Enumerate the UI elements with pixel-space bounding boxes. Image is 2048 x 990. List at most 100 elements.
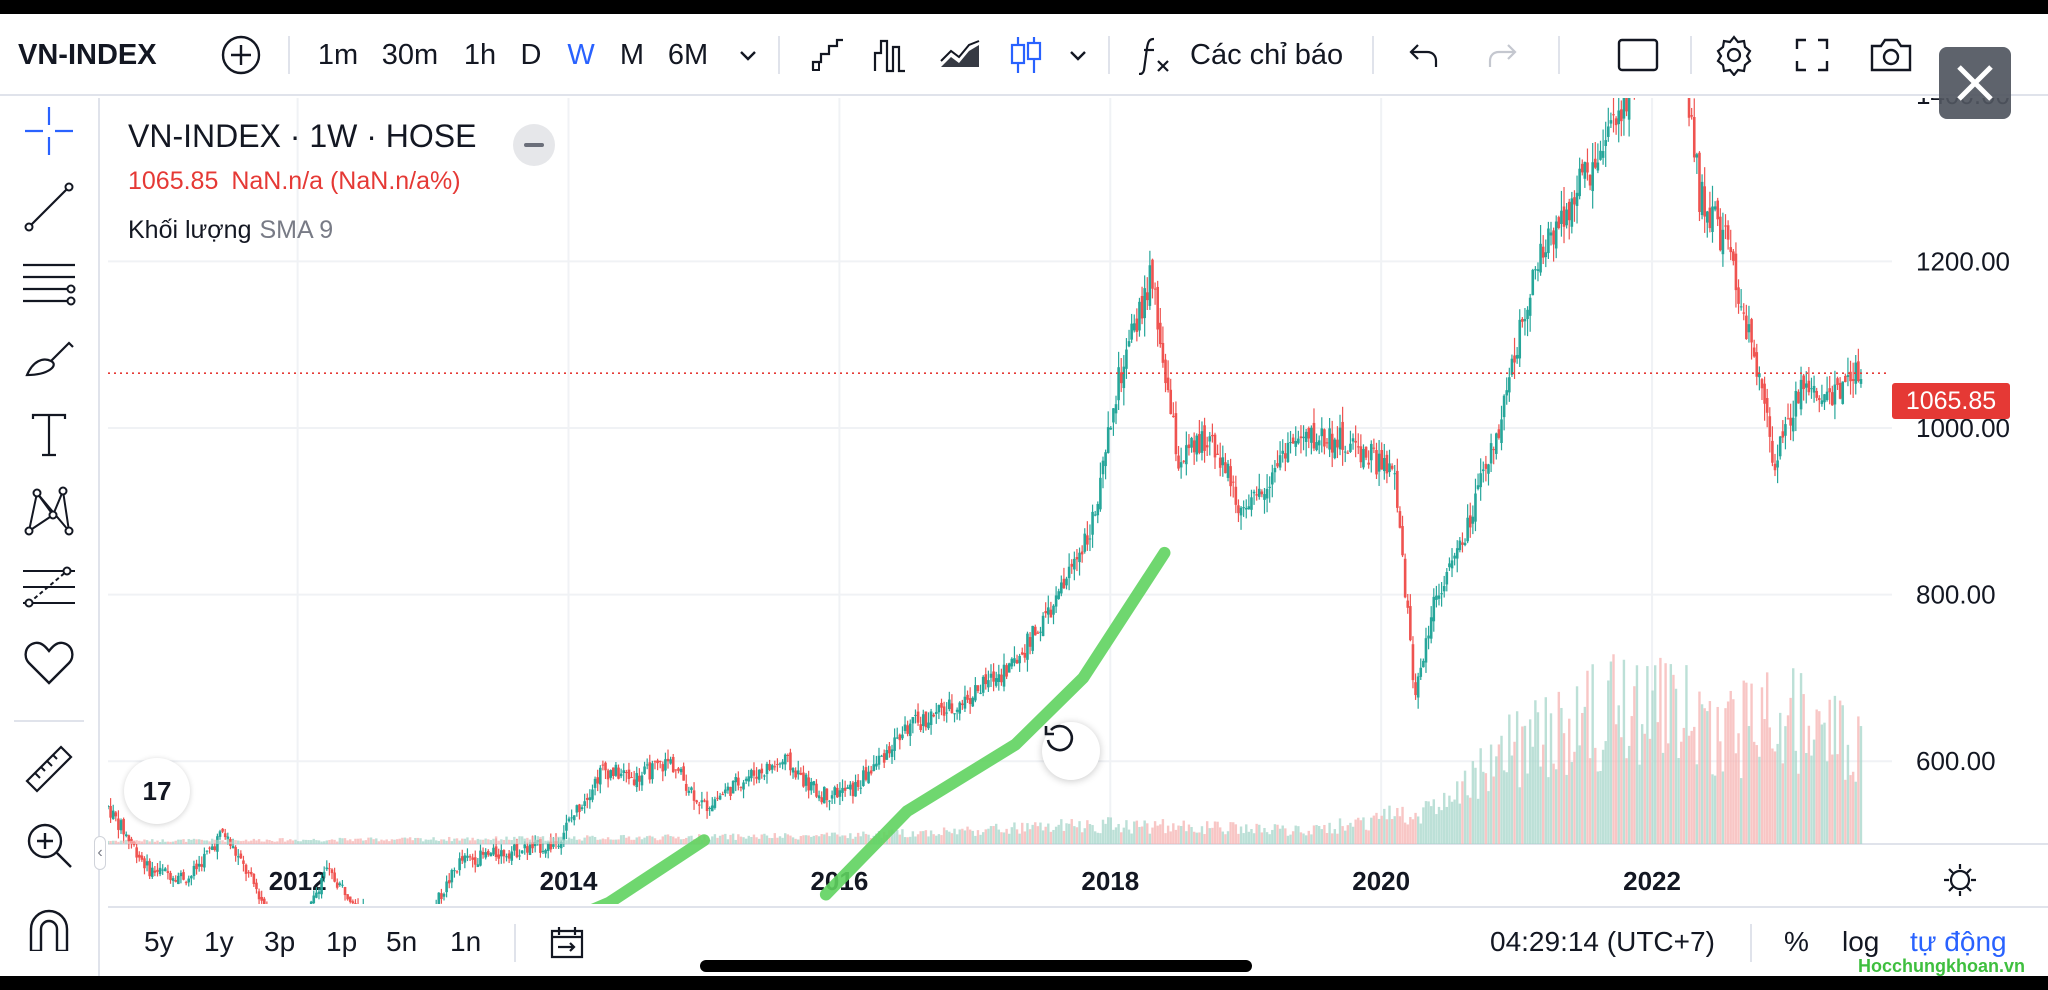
- candle-body: [1422, 660, 1425, 668]
- volume-bar: [552, 837, 555, 844]
- volume-label: Khối lượng: [128, 216, 252, 244]
- volume-bar: [1573, 751, 1576, 844]
- chart-type-area-button[interactable]: [938, 32, 982, 78]
- candle-body: [1734, 253, 1738, 291]
- range-3p[interactable]: 3p: [264, 926, 296, 957]
- fullscreen-button[interactable]: [1792, 32, 1832, 78]
- interval-30m[interactable]: 30m: [381, 38, 439, 71]
- interval-dropdown[interactable]: [736, 32, 760, 78]
- volume-bar: [1515, 711, 1519, 844]
- candle-body: [1323, 429, 1326, 447]
- volume-bar: [1630, 716, 1633, 844]
- indicators-icon-button[interactable]: [1138, 32, 1174, 78]
- volume-bar: [612, 839, 615, 844]
- volume-bar: [406, 838, 409, 844]
- brush-tool[interactable]: [18, 328, 80, 390]
- auto-scale-toggle[interactable]: tự động: [1910, 926, 2007, 957]
- candle-body: [1244, 508, 1248, 510]
- range-1n[interactable]: 1n: [450, 926, 482, 957]
- candle-body: [1135, 318, 1139, 332]
- chart-area[interactable]: 1600.001400.001200.001000.00800.00600.00…: [108, 98, 2048, 904]
- indicators-button[interactable]: Các chỉ báo: [1190, 38, 1344, 71]
- interval-m[interactable]: M: [619, 38, 645, 71]
- candle-body: [1185, 445, 1188, 465]
- volume-bar: [263, 841, 266, 844]
- candle-body: [127, 835, 131, 842]
- candle-body: [1831, 392, 1834, 406]
- volume-bar: [1310, 834, 1313, 844]
- chart-type-step-button[interactable]: [808, 32, 848, 78]
- crosshair-tool[interactable]: [18, 100, 80, 162]
- layout-button[interactable]: [1616, 32, 1660, 78]
- candle-body: [898, 734, 902, 741]
- candle-body: [1255, 494, 1258, 496]
- volume-bar: [190, 839, 193, 844]
- collapse-toolbar-button[interactable]: ‹: [94, 836, 106, 870]
- volume-bar: [664, 834, 667, 844]
- horizontal-lines-icon: [23, 263, 76, 306]
- highlight-trendline: [590, 834, 710, 904]
- undo-button[interactable]: [1404, 32, 1444, 78]
- percent-toggle[interactable]: %: [1784, 926, 1809, 957]
- interval-6m[interactable]: 6M: [667, 38, 709, 71]
- log-toggle[interactable]: log: [1842, 926, 1880, 957]
- range-1p[interactable]: 1p: [326, 926, 358, 957]
- text-tool[interactable]: [18, 404, 80, 466]
- volume-bar: [544, 840, 547, 844]
- goto-date-button[interactable]: [548, 922, 586, 962]
- candle-body: [526, 846, 529, 853]
- candle-body: [1164, 359, 1167, 384]
- candle-body: [1252, 491, 1256, 494]
- redo-icon: [1488, 44, 1517, 67]
- candle-body: [1315, 442, 1318, 451]
- candle-body: [781, 761, 784, 765]
- fib-tool[interactable]: [18, 252, 80, 314]
- volume-bar: [302, 839, 305, 844]
- chart-type-bars-button[interactable]: [870, 32, 910, 78]
- price-chart[interactable]: 1600.001400.001200.001000.00800.00600.00…: [108, 98, 2048, 904]
- crosshair-icon: [25, 107, 73, 155]
- add-symbol-button[interactable]: [218, 32, 264, 78]
- volume-bar: [1614, 724, 1618, 844]
- candle-body: [1859, 379, 1863, 384]
- candle-body: [1528, 297, 1532, 316]
- favorites-tool[interactable]: [18, 632, 80, 694]
- chart-type-dropdown[interactable]: [1066, 32, 1090, 78]
- candle-body: [1560, 210, 1563, 224]
- interval-d[interactable]: D: [520, 38, 542, 71]
- range-1y[interactable]: 1y: [204, 926, 234, 957]
- interval-1h[interactable]: 1h: [463, 38, 497, 71]
- volume-bar: [1643, 733, 1646, 844]
- settings-button[interactable]: [1712, 32, 1756, 78]
- trend-line-tool[interactable]: [18, 176, 80, 238]
- prediction-tool[interactable]: [18, 556, 80, 618]
- range-5y[interactable]: 5y: [144, 926, 174, 957]
- legend-collapse-button[interactable]: [513, 124, 555, 166]
- candle-body: [320, 877, 323, 895]
- candle-body: [108, 806, 110, 808]
- tradingview-logo[interactable]: 17: [124, 758, 190, 824]
- range-5n[interactable]: 5n: [386, 926, 418, 957]
- close-button[interactable]: [1939, 47, 2011, 119]
- candle-body: [750, 769, 753, 779]
- volume-bar: [1784, 726, 1787, 844]
- zoom-tool[interactable]: [18, 814, 80, 876]
- clock[interactable]: 04:29:14 (UTC+7): [1490, 926, 1715, 957]
- candle-body: [1771, 440, 1774, 463]
- interval-1m[interactable]: 1m: [317, 38, 359, 71]
- volume-bar: [643, 837, 646, 844]
- measure-tool[interactable]: [18, 738, 80, 800]
- snapshot-button[interactable]: [1868, 32, 1914, 78]
- candle-body: [1711, 206, 1714, 232]
- volume-bar: [1638, 764, 1641, 844]
- pattern-tool[interactable]: [18, 480, 80, 542]
- magnet-tool[interactable]: [18, 898, 80, 960]
- symbol-label[interactable]: VN-INDEX: [18, 38, 157, 71]
- candle-body: [109, 806, 112, 818]
- redo-button[interactable]: [1482, 32, 1522, 78]
- reset-chart-button[interactable]: [1042, 722, 1100, 780]
- volume-bar: [1802, 694, 1805, 844]
- interval-w[interactable]: W: [567, 38, 595, 71]
- volume-bar: [1239, 826, 1243, 844]
- chart-type-candle-button[interactable]: [1006, 32, 1046, 78]
